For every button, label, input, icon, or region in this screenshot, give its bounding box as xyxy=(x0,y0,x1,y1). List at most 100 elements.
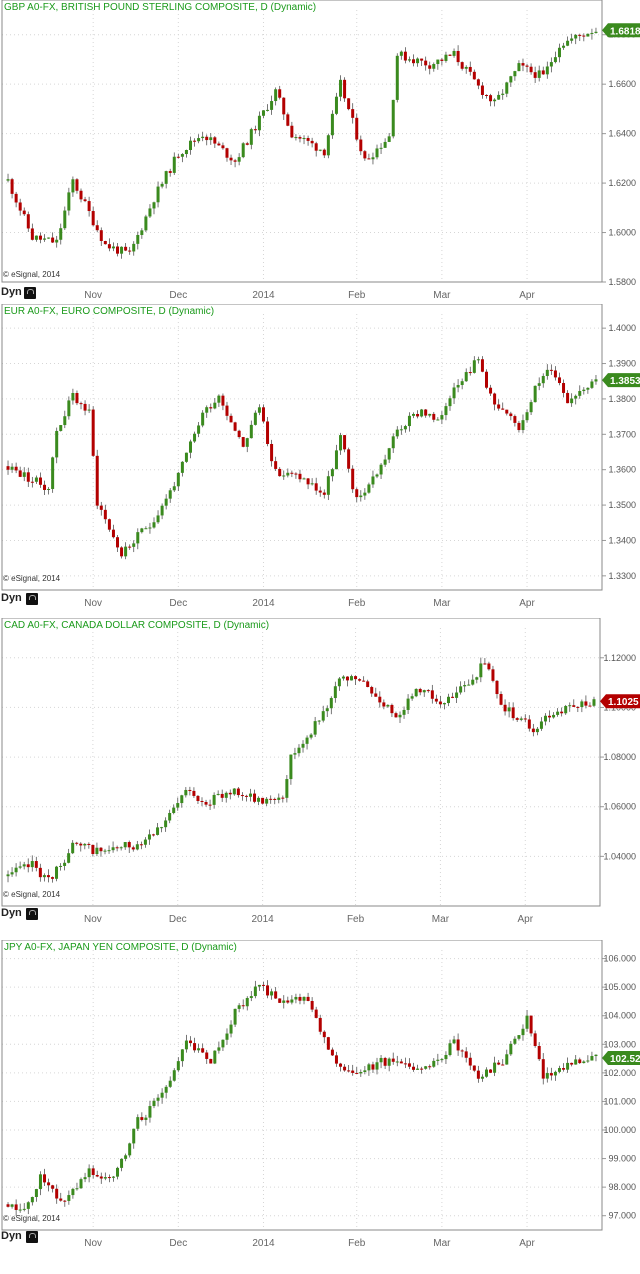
candle-down xyxy=(266,985,270,996)
candle-down xyxy=(420,1068,424,1070)
candle-up xyxy=(79,1179,83,1189)
x-tick-label: Apr xyxy=(517,914,533,925)
candle-up xyxy=(282,1000,286,1003)
candle-down xyxy=(460,1050,464,1052)
lock-icon[interactable] xyxy=(26,1231,38,1243)
candle-up xyxy=(277,797,281,800)
candle-down xyxy=(116,246,120,254)
candle-down xyxy=(531,728,535,733)
y-tick-label: 106.000 xyxy=(603,954,636,964)
candle-down xyxy=(318,490,322,493)
candle-up xyxy=(452,50,456,56)
candle-down xyxy=(541,1059,545,1079)
candle-up xyxy=(59,425,63,431)
candle-up xyxy=(309,734,313,738)
dyn-toggle-button[interactable]: Dyn xyxy=(1,592,22,604)
candle-down xyxy=(103,241,107,245)
candle-up xyxy=(180,795,184,804)
candle-down xyxy=(509,413,513,417)
candle-down xyxy=(382,702,386,707)
candle-up xyxy=(428,413,432,416)
candle-down xyxy=(515,718,519,720)
candle-up xyxy=(566,1062,570,1070)
candle-up xyxy=(329,698,333,709)
dyn-toggle-button[interactable]: Dyn xyxy=(1,1230,22,1242)
candle-up xyxy=(535,728,539,733)
candle-up xyxy=(440,1059,444,1061)
candle-down xyxy=(525,65,529,67)
candle-down xyxy=(273,798,277,800)
x-tick-label: Mar xyxy=(433,290,451,301)
y-tick-label: 1.4000 xyxy=(608,323,636,333)
candle-down xyxy=(128,546,132,548)
candle-down xyxy=(306,478,310,485)
candle-up xyxy=(22,864,26,867)
candle-up xyxy=(47,237,51,239)
candle-down xyxy=(225,148,229,158)
candle-up xyxy=(136,234,140,244)
candle-down xyxy=(322,149,326,156)
candle-up xyxy=(184,452,188,462)
candle-down xyxy=(261,797,265,804)
candle-down xyxy=(168,171,172,173)
candle-down xyxy=(351,468,355,490)
candle-up xyxy=(212,794,216,805)
y-tick-label: 1.5800 xyxy=(608,277,636,287)
candle-up xyxy=(87,1168,91,1178)
y-tick-label: 97.000 xyxy=(608,1211,636,1221)
candle-down xyxy=(434,698,438,702)
last-value-tag xyxy=(600,694,640,709)
candle-up xyxy=(156,515,160,523)
candle-down xyxy=(83,199,87,202)
candle-up xyxy=(479,663,483,678)
candle-down xyxy=(241,1005,245,1007)
candle-up xyxy=(51,457,55,489)
candle-down xyxy=(378,696,382,703)
candle-up xyxy=(30,1197,34,1203)
cad-chart-panel: 1.040001.060001.080001.100001.12000NovDe… xyxy=(0,618,640,926)
candle-up xyxy=(55,430,59,458)
lock-icon[interactable] xyxy=(26,908,38,920)
candle-up xyxy=(574,395,578,399)
candle-down xyxy=(298,473,302,480)
dyn-toggle-button[interactable]: Dyn xyxy=(1,907,22,919)
candle-down xyxy=(529,1015,533,1034)
candle-up xyxy=(10,1204,14,1207)
candle-up xyxy=(164,1086,168,1093)
candle-down xyxy=(152,834,155,836)
candle-up xyxy=(18,1209,22,1211)
candle-up xyxy=(148,1106,152,1118)
candle-down xyxy=(298,137,302,139)
candle-up xyxy=(119,847,123,849)
candle-down xyxy=(34,861,38,868)
candle-up xyxy=(42,875,46,878)
candle-up xyxy=(414,688,418,697)
candle-down xyxy=(95,1175,99,1177)
candle-up xyxy=(140,528,144,533)
candle-up xyxy=(305,737,309,744)
candle-up xyxy=(493,99,497,102)
candle-down xyxy=(576,706,580,708)
esignal-credit: © eSignal, 2014 xyxy=(3,574,61,583)
candle-down xyxy=(339,1063,343,1067)
candle-up xyxy=(160,827,164,829)
plot-frame xyxy=(1,940,603,1231)
candle-down xyxy=(47,1182,51,1186)
y-tick-label: 1.6600 xyxy=(608,79,636,89)
lock-icon[interactable] xyxy=(24,287,36,299)
dyn-toggle-button[interactable]: Dyn xyxy=(1,286,22,298)
candle-down xyxy=(460,62,464,69)
candle-down xyxy=(493,393,497,405)
candle-up xyxy=(440,415,444,420)
candle-up xyxy=(387,448,391,460)
lock-icon[interactable] xyxy=(26,593,38,605)
y-tick-label: 1.08000 xyxy=(603,752,636,762)
candle-up xyxy=(541,375,545,384)
candle-down xyxy=(491,669,495,681)
candle-down xyxy=(192,790,196,796)
candle-up xyxy=(213,1050,217,1064)
candle-down xyxy=(318,1017,322,1032)
candle-up xyxy=(111,1176,115,1178)
candle-up xyxy=(339,435,343,451)
candle-up xyxy=(432,64,436,69)
